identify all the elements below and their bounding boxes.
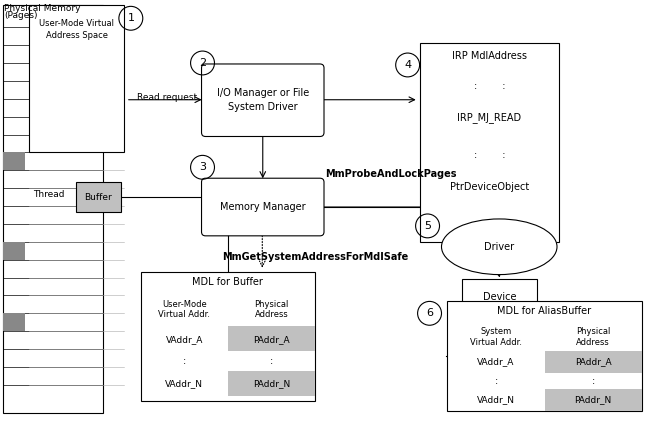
- Bar: [141, 272, 315, 401]
- Text: Memory Manager: Memory Manager: [220, 202, 306, 212]
- Bar: [228, 326, 315, 351]
- Text: :        :: : :: [474, 150, 505, 160]
- Text: PAddr_N: PAddr_N: [575, 395, 612, 404]
- Text: 6: 6: [426, 308, 433, 318]
- Bar: [29, 5, 124, 152]
- Bar: [76, 182, 121, 212]
- Text: VAddr_A: VAddr_A: [166, 335, 203, 344]
- Text: :        :: : :: [474, 81, 505, 91]
- Bar: [545, 389, 642, 411]
- Text: IRP MdlAddress: IRP MdlAddress: [452, 51, 526, 61]
- Text: VAddr_N: VAddr_N: [165, 379, 203, 388]
- Text: PAddr_N: PAddr_N: [253, 379, 290, 388]
- Text: IRP_MJ_READ: IRP_MJ_READ: [457, 112, 521, 123]
- Text: I/O Manager or File: I/O Manager or File: [216, 88, 309, 98]
- Text: 4: 4: [404, 60, 411, 70]
- Text: 1: 1: [127, 13, 135, 23]
- Text: Device: Device: [483, 292, 517, 303]
- Text: PtrDeviceObject: PtrDeviceObject: [450, 182, 529, 192]
- Text: PAddr_A: PAddr_A: [575, 357, 612, 366]
- Text: Physical Memory: Physical Memory: [5, 4, 81, 13]
- Text: VAddr_N: VAddr_N: [477, 395, 515, 404]
- Bar: [3, 242, 25, 260]
- Text: Driver: Driver: [484, 242, 514, 252]
- Text: (Pages): (Pages): [5, 11, 38, 20]
- Text: User-Mode
Virtual Addr.: User-Mode Virtual Addr.: [159, 300, 211, 319]
- Text: 3: 3: [199, 162, 206, 172]
- Ellipse shape: [441, 219, 557, 275]
- Text: PAddr_A: PAddr_A: [253, 335, 290, 344]
- Text: System Driver: System Driver: [228, 102, 298, 112]
- Text: User-Mode Virtual: User-Mode Virtual: [39, 19, 114, 28]
- FancyBboxPatch shape: [202, 178, 324, 236]
- Bar: [447, 301, 642, 411]
- Text: MDL for Buffer: MDL for Buffer: [192, 276, 263, 287]
- Bar: [228, 371, 315, 396]
- Bar: [545, 351, 642, 373]
- Text: Buffer: Buffer: [84, 192, 112, 202]
- FancyBboxPatch shape: [202, 64, 324, 136]
- Bar: [3, 313, 25, 331]
- Text: VAddr_A: VAddr_A: [477, 357, 515, 366]
- Text: 5: 5: [424, 221, 431, 231]
- Text: MDL for AliasBuffer: MDL for AliasBuffer: [497, 306, 592, 316]
- Text: MmGetSystemAddressForMdlSafe: MmGetSystemAddressForMdlSafe: [222, 252, 409, 262]
- Text: Thread: Thread: [33, 189, 65, 199]
- Bar: [462, 279, 537, 316]
- Text: System
Virtual Addr.: System Virtual Addr.: [470, 327, 522, 347]
- Text: Read request: Read request: [137, 93, 198, 102]
- Bar: [3, 152, 25, 170]
- Text: :: :: [592, 376, 595, 386]
- Bar: [420, 43, 559, 242]
- Text: :: :: [183, 356, 186, 366]
- Text: 2: 2: [199, 58, 206, 68]
- Bar: [3, 5, 103, 413]
- Text: MmProbeAndLockPages: MmProbeAndLockPages: [325, 169, 456, 179]
- Text: Physical
Address: Physical Address: [576, 327, 610, 347]
- Text: Physical
Address: Physical Address: [254, 300, 289, 319]
- Text: Address Space: Address Space: [46, 31, 107, 40]
- Text: :: :: [270, 356, 273, 366]
- Text: :: :: [495, 376, 498, 386]
